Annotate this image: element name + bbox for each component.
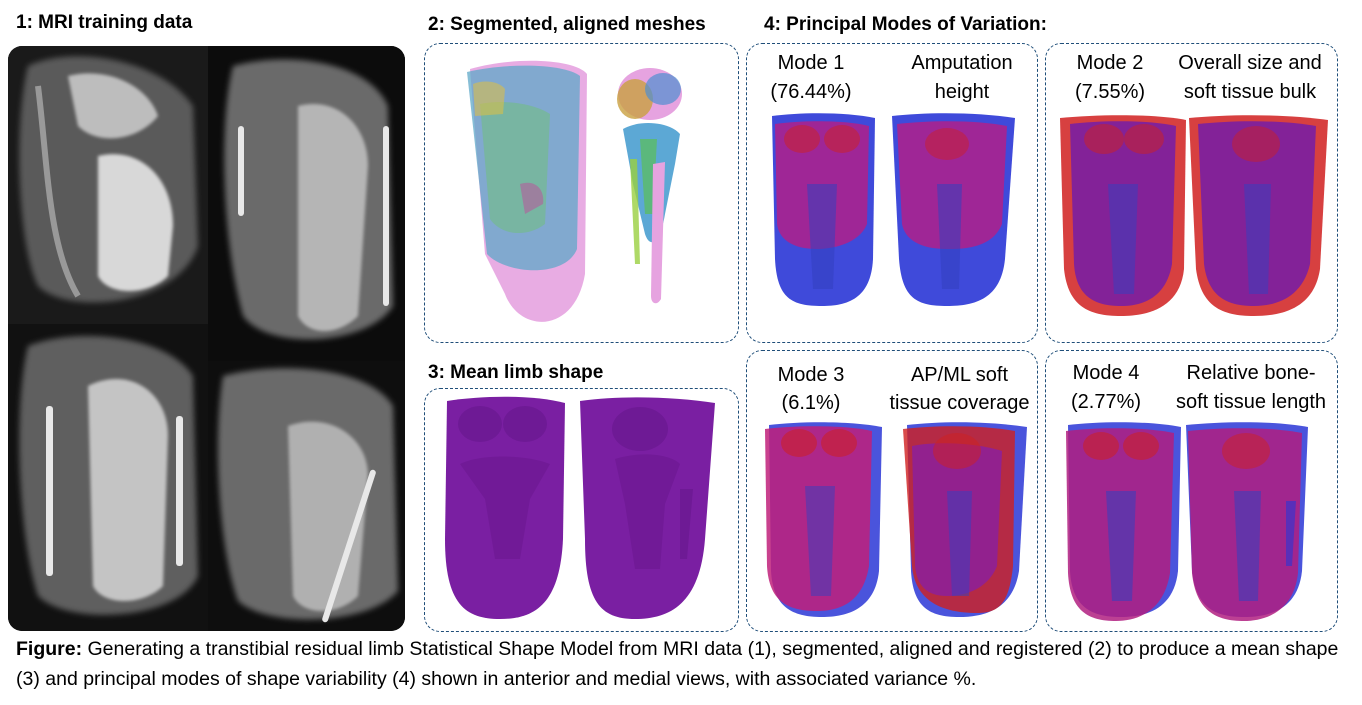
mode2-name: Mode 2 — [1076, 52, 1144, 74]
mri-heading: 1: MRI training data — [16, 12, 193, 33]
mode3-medial-view — [903, 422, 1027, 617]
mode2-figure — [1060, 115, 1328, 316]
mode2-variance: (7.55%) — [1074, 81, 1146, 103]
mode1-panel: Mode 1 (76.44%) Amputation height — [746, 43, 1038, 343]
mode3-panel: Mode 3 (6.1%) AP/ML soft tissue coverage — [746, 350, 1038, 632]
mean-anterior-view — [445, 396, 565, 619]
mode2-panel: Mode 2 (7.55%) Overall size and soft tis… — [1045, 43, 1338, 343]
mri-slice-4 — [208, 361, 405, 631]
mri-slice-3 — [8, 324, 208, 631]
mri-image-grid — [8, 46, 405, 631]
mode3-anterior-view — [765, 422, 882, 617]
segmented-meshes-panel — [424, 43, 739, 343]
mode2-medial-view — [1189, 115, 1328, 316]
mode2-description-line1: Overall size and — [1178, 52, 1322, 74]
mode1-variance: (76.44%) — [770, 81, 852, 103]
figure-caption: Figure: Generating a transtibial residua… — [16, 634, 1356, 694]
mri-slice-1 — [8, 46, 208, 324]
mean-shape-panel — [424, 388, 739, 632]
mode4-description-line2: soft tissue length — [1175, 391, 1327, 413]
mode1-description-line2: height — [934, 81, 990, 103]
mode3-figure — [765, 422, 1027, 617]
caption-label: Figure: — [16, 638, 83, 660]
mode3-description-line1: AP/ML soft — [910, 364, 1009, 386]
mode1-anterior-view — [772, 113, 875, 306]
mean-medial-view — [580, 397, 715, 619]
mode1-medial-view — [892, 113, 1015, 306]
mode3-variance: (6.1%) — [781, 392, 841, 414]
mode4-anterior-view — [1066, 422, 1181, 621]
caption-text: Generating a transtibial residual limb S… — [16, 638, 1339, 690]
mode1-figure — [772, 113, 1015, 306]
mode3-name: Mode 3 — [777, 364, 845, 386]
mode2-description-line2: soft tissue bulk — [1183, 81, 1317, 103]
mode4-description-line1: Relative bone- — [1186, 362, 1316, 384]
mean-shape-figure — [445, 396, 715, 619]
mode4-panel: Mode 4 (2.77%) Relative bone- soft tissu… — [1045, 350, 1338, 632]
mode4-figure — [1066, 422, 1308, 621]
mode1-name: Mode 1 — [777, 52, 845, 74]
modes-heading: 4: Principal Modes of Variation: — [764, 14, 1047, 35]
segmented-meshes-figure — [467, 60, 682, 322]
mode4-medial-view — [1186, 422, 1308, 621]
mode2-anterior-view — [1060, 115, 1186, 316]
mode4-variance: (2.77%) — [1070, 391, 1142, 413]
mean-heading: 3: Mean limb shape — [428, 362, 604, 383]
mri-slice-2 — [208, 46, 405, 361]
mode4-name: Mode 4 — [1072, 362, 1140, 384]
bone-mesh — [617, 68, 682, 304]
segmented-heading: 2: Segmented, aligned meshes — [428, 14, 706, 35]
mode3-description-line2: tissue coverage — [889, 392, 1030, 414]
mode1-description-line1: Amputation — [911, 52, 1013, 74]
